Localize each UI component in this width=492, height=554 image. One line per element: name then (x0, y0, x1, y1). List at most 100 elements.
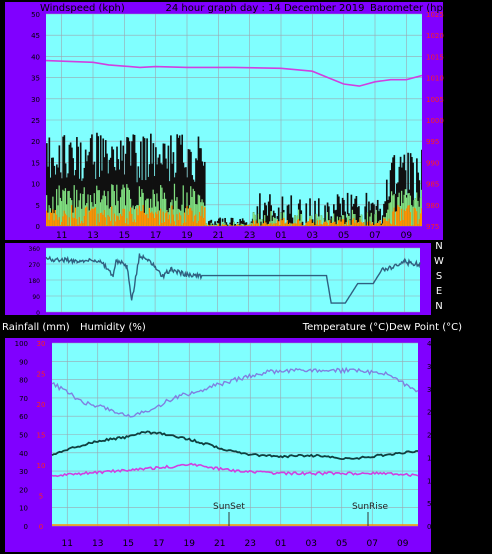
wind-tick-label: 5 (36, 202, 40, 210)
wind-low-bar (121, 215, 123, 226)
wind-speed-bars (46, 132, 422, 226)
wind-low-bar (358, 222, 360, 226)
wind-gust-bar (76, 137, 78, 226)
wind-low-bar (119, 214, 122, 226)
wind-speed-bar (160, 185, 162, 226)
wind-low-bar (52, 209, 54, 226)
wind-low-bar (137, 215, 140, 226)
wind-low-bar (128, 211, 131, 226)
wind-gust-bar (260, 221, 262, 226)
wind-low-bar (109, 220, 112, 226)
wind-gust-bar (244, 222, 246, 226)
wind-tick-label: 40 (31, 53, 40, 61)
wind-speed-bar (111, 184, 113, 226)
wind-speed-bar (61, 201, 63, 226)
wind-speed-bar (370, 212, 373, 226)
x-tick-label: 19 (181, 231, 193, 241)
wind-gust-bar (79, 142, 82, 226)
graph-date-header: 24 hour graph day : 14 December 2019 (166, 3, 365, 14)
compass-letter: W (434, 256, 444, 267)
wind-speed-bar (204, 225, 206, 226)
wind-low-bar (182, 222, 185, 226)
wind-speed-bar (299, 220, 301, 226)
wind-gust-bar (411, 156, 413, 226)
wind-low-bar (295, 223, 298, 226)
wind-low-bar (241, 225, 244, 226)
wind-low-bar (192, 221, 195, 226)
wind-low-bar (279, 225, 281, 226)
wind-low-bar (296, 220, 299, 226)
wind-gust-bar (286, 205, 289, 226)
wind-low-bar (94, 207, 97, 226)
wind-speed-bar (146, 198, 148, 226)
wind-gust-bar (146, 138, 148, 226)
wind-low-bar (331, 222, 334, 226)
wind-speed-bar (411, 205, 413, 226)
barometer-tick-label: 1005 (426, 96, 444, 104)
wind-gust-bar (381, 215, 384, 226)
wind-gust-bar (195, 158, 197, 226)
wind-gust-bar (89, 138, 92, 226)
barometer-tick-label: 985 (426, 181, 439, 189)
wind-gust-bar (281, 196, 284, 226)
wind-low-bar (349, 224, 351, 226)
wind-speed-bar (79, 193, 82, 226)
wind-speed-bar (141, 189, 143, 226)
wind-x-axis-labels: 11 13 15 17 19 21 23 01 03 05 07 09 (56, 231, 412, 241)
wind-low-bar (93, 208, 96, 226)
temp-x-axis-labels: 11 13 15 17 19 21 23 01 03 05 07 09 (62, 539, 409, 549)
wind-low-bar (294, 223, 296, 226)
wind-gust-bar (335, 209, 338, 226)
wind-gust-bar (309, 198, 311, 226)
wind-gust-bar (243, 220, 245, 226)
wind-low-bar (345, 222, 348, 226)
wind-low-bar (363, 222, 365, 226)
wind-gust-bar (262, 210, 265, 226)
temperature-dewpoint-label: Temperature (°C)Dew Point (°C) (302, 322, 462, 333)
wind-low-bar (353, 217, 355, 226)
wind-speed-bar (145, 200, 147, 226)
wind-low-bar (381, 223, 384, 226)
wind-gust-bar (376, 199, 379, 226)
wind-speed-bar (392, 195, 394, 226)
wind-low-bar (350, 225, 353, 226)
wind-speed-bar (58, 185, 61, 226)
wind-gust-bar (230, 217, 233, 226)
barometer-tick-label: 990 (426, 159, 439, 167)
wind-speed-bar (64, 188, 67, 226)
wind-low-bar (114, 221, 117, 226)
wind-gust-bar (54, 174, 57, 226)
wind-gust-bar (271, 215, 274, 226)
wind-speed-bar (346, 214, 349, 226)
wind-speed-bar (76, 189, 78, 226)
wind-gust-bar (324, 205, 326, 226)
wind-low-bar (373, 225, 375, 226)
x-tick-label: 21 (214, 539, 225, 549)
wind-low-bar (321, 224, 324, 226)
wind-gust-bar (392, 157, 394, 226)
wind-speed-bar (331, 218, 334, 226)
wind-low-bar (418, 219, 421, 226)
direction-tick-label: 0 (36, 310, 40, 317)
wind-low-bar (106, 224, 108, 226)
wind-gust-bar (157, 157, 160, 226)
x-tick-label: 03 (306, 539, 317, 549)
wind-low-bar (201, 206, 204, 226)
wind-gust-bar (136, 182, 138, 226)
wind-gust-bar (200, 148, 202, 226)
wind-low-bar (146, 213, 148, 226)
wind-low-bar (401, 208, 403, 226)
wind-gust-bar (201, 161, 204, 226)
wind-speed-bar (109, 206, 112, 226)
wind-low-bar (197, 220, 200, 226)
compass-letter: N (435, 241, 442, 252)
wind-speed-bar (156, 193, 158, 226)
wind-low-bar (346, 225, 349, 226)
x-tick-label: 11 (56, 231, 67, 241)
wind-gust-bar (53, 165, 56, 226)
wind-low-bar (254, 224, 256, 226)
wind-speed-bar (418, 206, 421, 226)
wind-low-bar (326, 222, 329, 226)
wind-speed-bar (97, 190, 100, 226)
wind-gust-bar (418, 180, 421, 226)
